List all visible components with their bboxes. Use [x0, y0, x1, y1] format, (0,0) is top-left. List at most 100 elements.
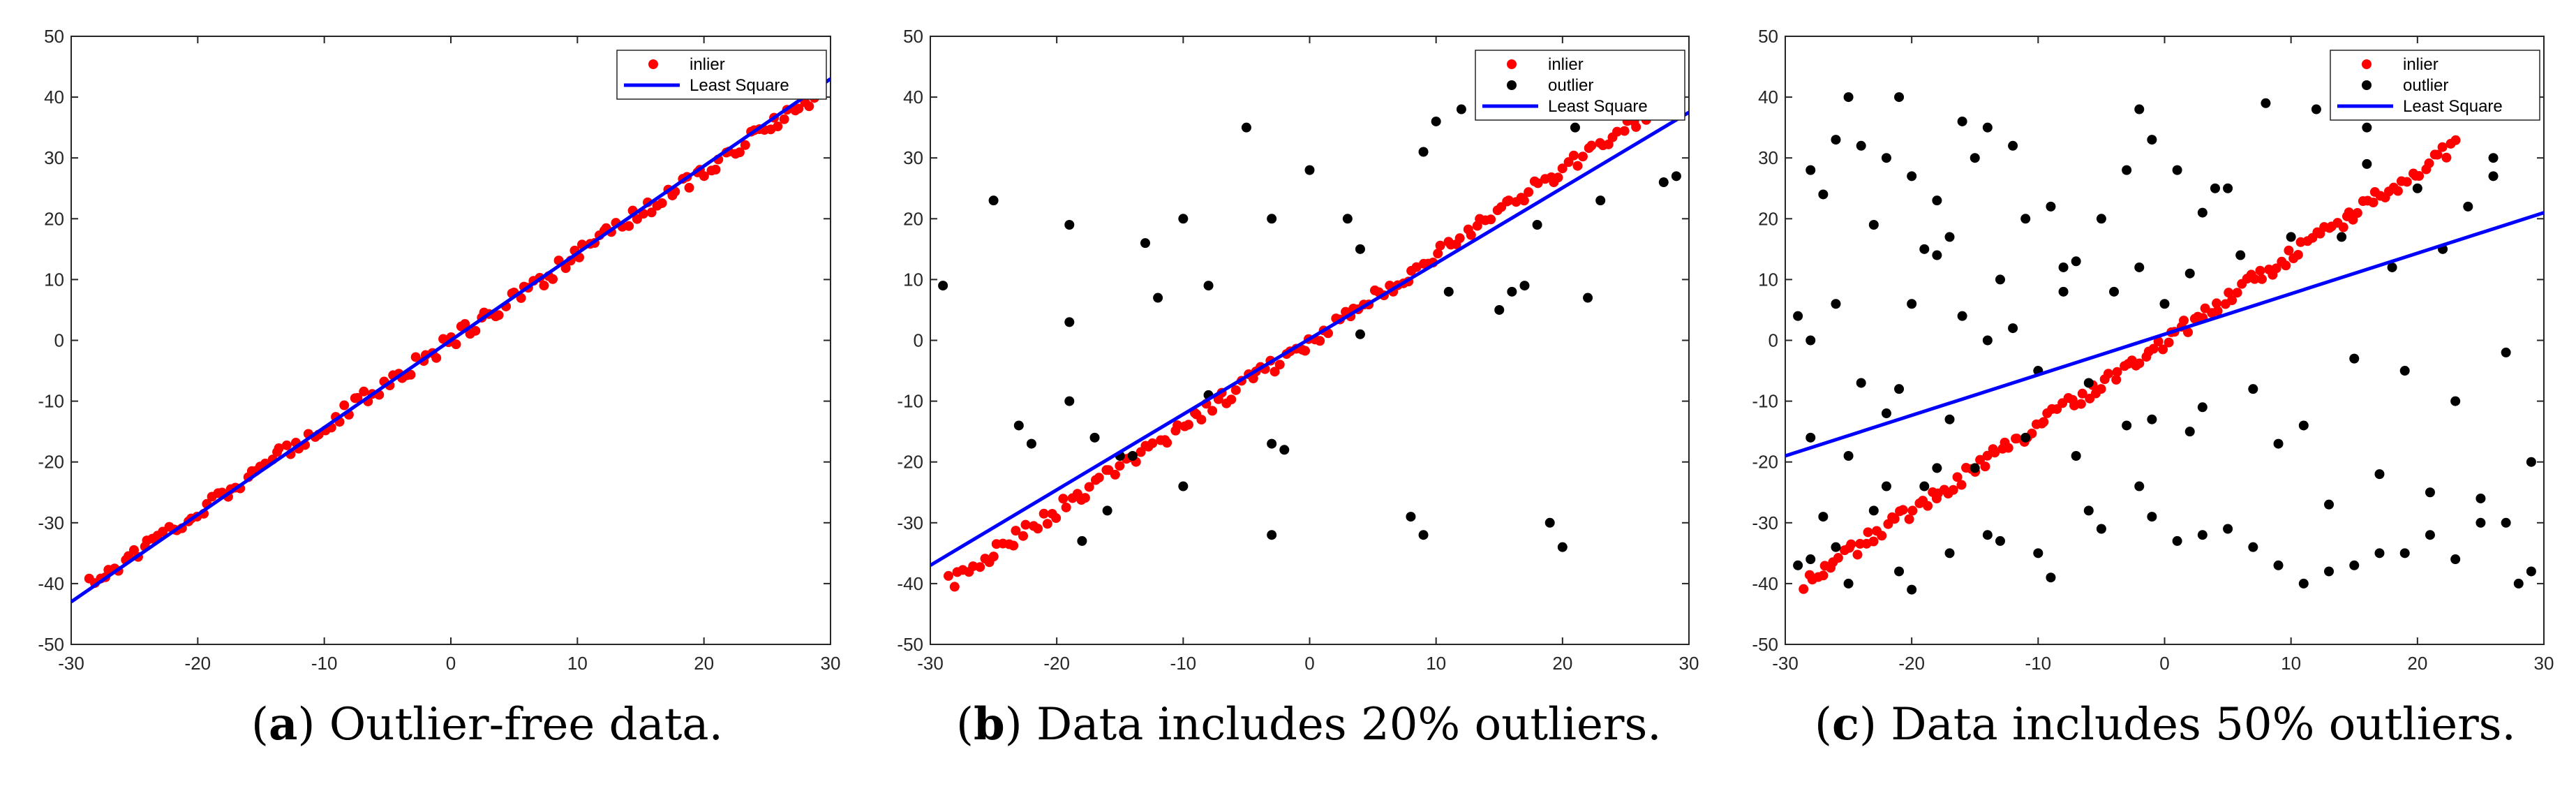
outlier-point	[1932, 195, 1942, 206]
inlier-point	[1486, 214, 1496, 225]
legend-label: Least Square	[2403, 97, 2503, 116]
x-tick-label: -30	[917, 653, 944, 674]
outlier-point	[1868, 505, 1879, 516]
outlier-point	[2476, 517, 2486, 528]
inlier-point	[710, 164, 721, 175]
outlier-point	[2008, 140, 2018, 151]
y-tick-label: -30	[1752, 512, 1778, 533]
y-tick-label: -10	[1752, 391, 1778, 412]
outlier-point	[2362, 158, 2372, 169]
outlier-point	[1544, 517, 1555, 528]
outlier-point	[1932, 250, 1942, 260]
inlier-point	[281, 440, 292, 450]
y-tick-label: 0	[1769, 330, 1778, 351]
outlier-point	[2248, 542, 2258, 552]
inlier-point	[1042, 519, 1052, 529]
inlier-point	[1051, 513, 1062, 524]
outlier-point	[1203, 281, 1214, 291]
inlier-point	[1008, 540, 1019, 551]
inlier-point	[794, 103, 804, 114]
outlier-point	[2349, 560, 2360, 570]
outlier-point	[2399, 548, 2410, 559]
outlier-point	[1982, 122, 1993, 133]
outlier-point	[1583, 293, 1593, 303]
inlier-point	[470, 325, 481, 336]
inlier-point	[2178, 316, 2189, 326]
inlier-point	[2450, 135, 2461, 145]
outlier-point	[2197, 207, 2208, 218]
inlier-point	[2232, 288, 2242, 298]
inlier-point	[2096, 384, 2106, 394]
inlier-point	[2344, 207, 2354, 218]
x-tick-label: 10	[567, 653, 588, 674]
outlier-point	[2248, 384, 2258, 394]
y-tick-label: 10	[903, 269, 923, 290]
outlier-point	[1793, 560, 1803, 570]
inlier-point	[2281, 260, 2291, 271]
outlier-point	[2147, 512, 2157, 522]
inlier-point	[1207, 406, 1218, 416]
inlier-point	[1162, 438, 1172, 448]
x-tick-label: -10	[2025, 653, 2052, 674]
outlier-point	[2374, 548, 2385, 559]
inlier-point	[1226, 394, 1237, 405]
y-tick-label: 20	[1758, 208, 1778, 229]
outlier-point	[2046, 572, 2056, 583]
outlier-point	[2412, 183, 2422, 193]
inlier-point	[1923, 501, 1933, 511]
inlier-point	[2039, 417, 2049, 427]
outlier-point	[2273, 560, 2284, 570]
outlier-point	[1806, 554, 1816, 565]
inlier-point	[1058, 494, 1069, 504]
inlier-point	[1572, 161, 1583, 171]
outlier-point	[2083, 378, 2094, 388]
outlier-point	[1793, 311, 1803, 321]
y-tick-label: 10	[1758, 269, 1778, 290]
y-tick-label: 10	[44, 269, 64, 290]
x-tick-label: -30	[58, 653, 84, 674]
caption-a: (a) Outlier-free data.	[251, 698, 723, 751]
outlier-point	[1507, 286, 1517, 297]
x-tick-label: 10	[2281, 653, 2301, 674]
inlier-point	[1533, 178, 1543, 188]
outlier-point	[1919, 481, 1930, 491]
outlier-point	[1570, 122, 1580, 133]
outlier-point	[1907, 171, 1917, 182]
caption-c-letter: c	[1831, 698, 1859, 751]
outlier-point	[2172, 165, 2182, 175]
outlier-point	[2159, 299, 2170, 309]
outlier-point	[2324, 499, 2335, 510]
outlier-point	[1532, 220, 1542, 230]
inlier-point	[1115, 461, 1125, 471]
y-tick-label: 30	[903, 147, 923, 168]
outlier-point	[1957, 311, 1967, 321]
outlier-point	[1519, 281, 1530, 291]
inlier-point	[779, 114, 789, 124]
caption-b-letter: b	[973, 698, 1005, 751]
outlier-point	[1127, 450, 1138, 461]
y-tick-label: -20	[897, 452, 923, 473]
outlier-point	[2223, 524, 2233, 534]
inlier-point	[1084, 482, 1094, 492]
inlier-point	[2227, 295, 2238, 306]
outlier-point	[1267, 214, 1277, 224]
inlier-point	[2134, 358, 2145, 369]
inlier-point	[2424, 158, 2434, 168]
inlier-point	[2212, 298, 2222, 309]
y-tick-label: -20	[1752, 452, 1778, 473]
inlier-point	[1524, 187, 1534, 198]
inlier-point	[740, 140, 750, 150]
inlier-point	[699, 171, 709, 182]
inlier-point	[1577, 151, 1588, 162]
outlier-point	[1856, 378, 1866, 388]
y-tick-label: -50	[1752, 634, 1778, 655]
x-tick-label: 0	[1304, 653, 1314, 674]
inlier-point	[1898, 505, 1908, 515]
outlier-point	[1856, 140, 1866, 151]
inlier-point	[1020, 519, 1031, 530]
inlier-point	[2256, 274, 2267, 284]
x-tick-label: 30	[2534, 653, 2554, 674]
inlier-point	[2432, 149, 2443, 160]
inlier-point	[1631, 121, 1641, 132]
outlier-point	[1026, 438, 1036, 449]
